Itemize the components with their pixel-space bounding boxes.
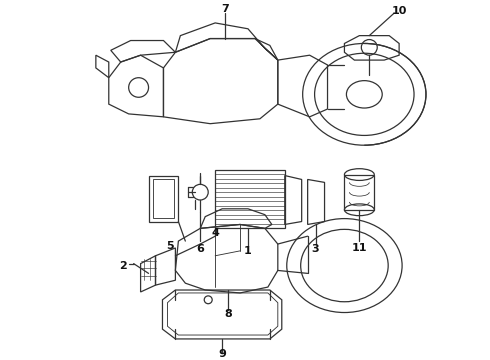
Text: 1: 1 xyxy=(244,246,252,256)
Text: 4: 4 xyxy=(211,228,219,238)
Text: 11: 11 xyxy=(352,243,367,253)
Text: 8: 8 xyxy=(224,310,232,319)
Text: 3: 3 xyxy=(312,244,319,254)
Text: 7: 7 xyxy=(221,4,229,14)
Text: 2: 2 xyxy=(119,261,126,271)
Text: 9: 9 xyxy=(218,348,226,359)
Bar xyxy=(344,175,374,210)
Text: 6: 6 xyxy=(196,244,204,254)
Text: 10: 10 xyxy=(392,6,407,16)
Text: 5: 5 xyxy=(167,241,174,251)
